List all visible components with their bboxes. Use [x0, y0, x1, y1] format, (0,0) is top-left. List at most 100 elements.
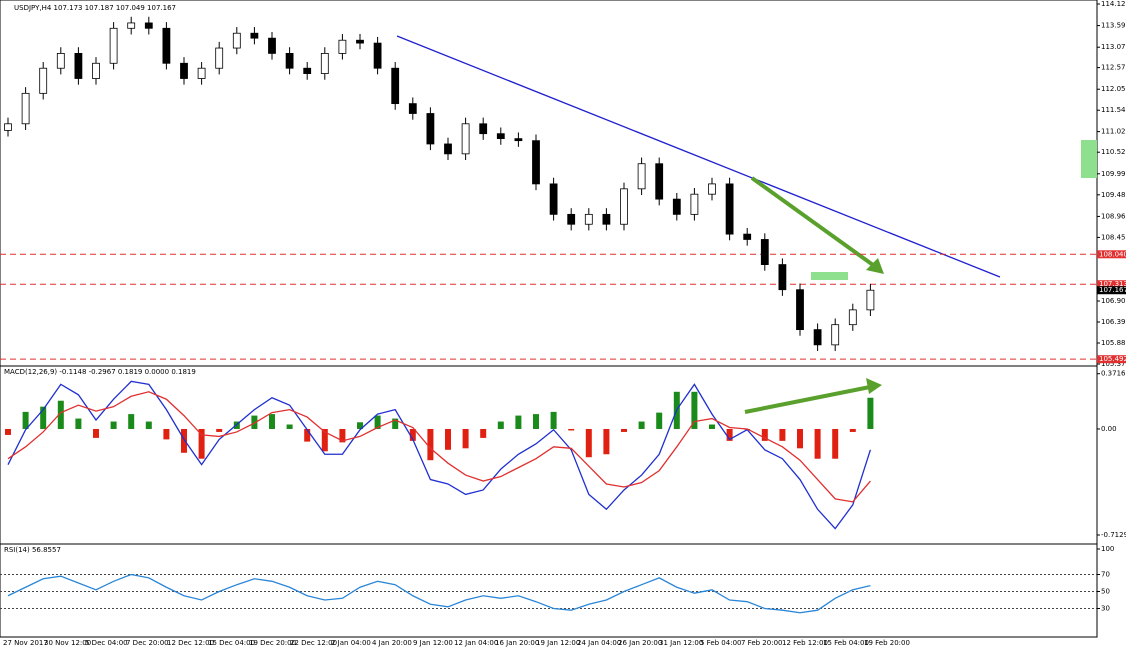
histogram-bar [867, 397, 874, 429]
histogram-bar [480, 428, 487, 438]
candle-body [461, 123, 470, 155]
y-tick-label: 109.485 [1101, 191, 1126, 199]
histogram-bar [75, 418, 82, 429]
x-tick-label: 12 Dec 12:00 [167, 639, 214, 647]
histogram-bar [779, 428, 786, 441]
histogram-bar [374, 415, 381, 429]
histogram-bar [216, 428, 223, 432]
candle-body [180, 62, 188, 79]
level-tag [1097, 250, 1126, 259]
price-tag [1097, 286, 1126, 295]
histogram-bar [638, 421, 645, 429]
histogram-bar [181, 428, 187, 453]
candle-body [602, 213, 611, 225]
histogram-bar [198, 428, 205, 459]
level-tag [1097, 280, 1126, 289]
annotation-arrow [750, 176, 882, 272]
x-tick-label: 19 Dec 20:00 [249, 639, 296, 647]
histogram-bar [462, 428, 469, 449]
x-tick-label: 9 Jan 12:00 [413, 639, 453, 647]
histogram-bar [656, 412, 663, 429]
candle-body [672, 198, 681, 215]
candle-body [444, 143, 452, 155]
candle-body [285, 52, 294, 69]
histogram-bar [339, 428, 346, 443]
histogram-bar [40, 406, 47, 429]
histogram-bar [849, 428, 856, 432]
candle-body [479, 123, 488, 135]
y-tick-label: 108.960 [1101, 212, 1126, 220]
histogram-bar [515, 415, 522, 429]
x-tick-label: 24 Jan 04:00 [577, 639, 621, 647]
histogram-bar [57, 400, 64, 429]
y-tick-label: 105.375 [1101, 360, 1126, 368]
histogram-bar [269, 414, 275, 429]
histogram-bar [691, 391, 698, 429]
level-label: 108.040 [1099, 250, 1126, 258]
x-tick-label: 22 Dec 12:00 [290, 639, 337, 647]
candle-body [109, 27, 118, 64]
candle-body [127, 22, 136, 29]
level-label: 105.492 [1099, 355, 1126, 363]
candle-body [338, 39, 347, 54]
candle-body [848, 309, 857, 326]
histogram-bar [726, 428, 733, 441]
histogram-bar [409, 428, 416, 441]
y-tick-label: -0.7129 [1101, 531, 1126, 539]
candle-body [56, 52, 65, 69]
x-tick-label: 19 Jan 12:00 [536, 639, 580, 647]
candle-body [514, 138, 523, 142]
y-tick-label: 112.050 [1101, 85, 1126, 93]
histogram-bar [497, 421, 504, 429]
highlight-box [1081, 140, 1097, 178]
candle-body [866, 289, 875, 311]
highlight-box [811, 272, 848, 280]
x-tick-label: 26 Jan 20:00 [618, 639, 662, 647]
candle-body [162, 27, 171, 64]
candle-body [796, 289, 804, 331]
candle-body [408, 103, 417, 114]
x-tick-label: 19 Feb 20:00 [864, 639, 910, 647]
candle-body [690, 193, 699, 215]
candle-body [637, 163, 646, 190]
histogram-bar [814, 428, 821, 459]
candle-body [320, 52, 329, 74]
candle-body [4, 123, 12, 131]
candle-body [831, 324, 840, 346]
y-tick-label: 50 [1101, 588, 1110, 596]
y-tick-label: 111.020 [1101, 128, 1126, 136]
x-tick-label: 16 Jan 20:00 [495, 639, 539, 647]
histogram-bar [533, 414, 539, 429]
candle-body [391, 67, 400, 105]
histogram-bar [585, 428, 592, 458]
histogram-bar [110, 421, 117, 429]
y-tick-label: 0.3716 [1101, 370, 1126, 378]
histogram-bar [5, 428, 11, 435]
y-tick-label: 30 [1101, 605, 1110, 613]
x-tick-label: 2 Jan 04:00 [331, 639, 371, 647]
histogram-bar [550, 411, 557, 429]
annotation-arrow [744, 384, 876, 414]
y-tick-label: 113.070 [1101, 43, 1126, 51]
histogram-bar [93, 428, 99, 438]
x-tick-label: 7 Feb 20:00 [741, 639, 782, 647]
histogram-bar [286, 424, 293, 429]
x-tick-label: 5 Dec 04:00 [85, 639, 128, 647]
x-tick-label: 12 Jan 04:00 [454, 639, 498, 647]
arrow-head [866, 258, 884, 274]
candle-body [92, 62, 100, 79]
histogram-bar [427, 428, 434, 461]
chart-title: USDJPY,H4 107.173 107.187 107.049 107.16… [14, 4, 176, 12]
x-tick-label: 5 Feb 04:00 [700, 639, 741, 647]
candle-body [232, 32, 241, 49]
histogram-bar [568, 428, 575, 431]
histogram-bar [163, 428, 170, 440]
candle-body [620, 188, 628, 225]
candle-body [303, 67, 312, 74]
histogram-bar [603, 428, 610, 455]
histogram-bar [761, 428, 768, 441]
y-tick-label: 110.520 [1101, 148, 1126, 156]
candle-body [708, 183, 716, 195]
x-tick-label: 15 Dec 04:00 [208, 639, 255, 647]
indicator-line [7, 380, 872, 530]
